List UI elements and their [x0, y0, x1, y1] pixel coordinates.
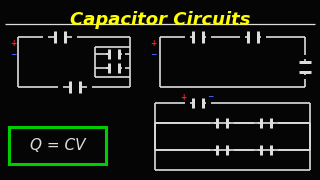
Text: +: + — [10, 39, 16, 48]
Text: −: − — [10, 51, 16, 60]
Text: Capacitor Circuits: Capacitor Circuits — [70, 11, 250, 29]
Text: −: − — [150, 51, 156, 60]
Text: +: + — [180, 93, 186, 102]
Text: −: − — [207, 93, 213, 102]
Text: Q = CV: Q = CV — [30, 138, 85, 153]
Text: +: + — [150, 39, 156, 48]
